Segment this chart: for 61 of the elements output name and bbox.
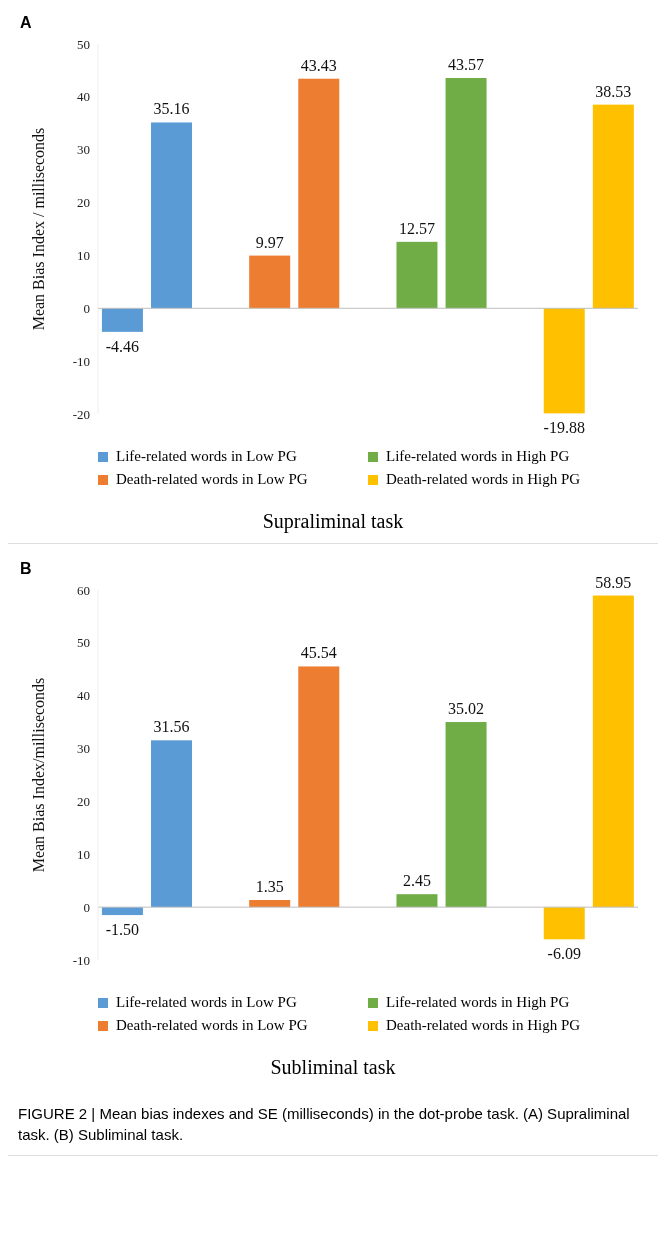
bar [445,722,487,908]
data-label: -6.09 [547,945,581,963]
data-label: 35.16 [153,100,190,118]
bar [592,595,634,908]
y-tick-label: 30 [77,142,90,158]
y-tick-label: 40 [77,89,90,105]
data-label: 43.43 [300,56,337,74]
y-tick-label: 20 [77,195,90,211]
data-label: -4.46 [105,337,140,355]
y-tick-label: -10 [72,353,90,369]
bar [298,78,340,309]
bar [298,666,340,908]
bar [101,308,143,332]
data-label: 45.54 [300,644,337,662]
text: Subliminal task [269,1056,397,1079]
legend-label: Death-related words in High PG [386,1017,581,1034]
data-label: 2.45 [402,872,431,890]
y-tick-label: 10 [77,846,90,862]
legend-label: Life-related words in Low PG [116,448,297,465]
y-axis-title: Mean Bias Index/milliseconds [29,677,47,873]
bar [445,77,487,309]
data-label: 38.53 [595,82,632,100]
bar [543,907,585,940]
bar [151,740,193,908]
data-label: -1.50 [105,921,140,939]
y-tick-label: 10 [77,248,90,264]
legend-label: Life-related words in High PG [386,994,570,1011]
bar [151,122,193,309]
y-tick-label: 40 [77,688,90,704]
data-label: -19.88 [543,419,585,437]
data-label: 35.02 [448,700,485,718]
y-tick-label: 30 [77,741,90,757]
y-tick-label: -10 [72,952,90,968]
legend-label: Death-related words in Low PG [116,471,308,488]
y-tick-label: -20 [72,406,90,422]
data-label: 58.95 [595,573,632,591]
y-tick-label: 0 [83,300,90,316]
bar [543,308,585,414]
y-tick-label: 20 [77,794,90,810]
bar [592,104,634,309]
y-tick-label: 50 [77,635,90,651]
text: B [20,560,32,578]
bar [249,255,291,309]
data-label: 43.57 [448,55,485,73]
y-axis-title: Mean Bias Index / milliseconds [29,127,47,331]
legend-label: Death-related words in High PG [386,471,581,488]
y-tick-label: 60 [77,582,90,598]
y-tick-label: 0 [83,899,90,915]
data-label: 1.35 [255,878,284,896]
text: A [20,14,32,32]
data-label: 12.57 [398,219,435,237]
legend-label: Life-related words in High PG [386,448,570,465]
bar [396,241,438,309]
bar [396,894,438,908]
caption: FIGURE 2 | Mean bias indexes and SE (milliseconds) in the dot-probe task. (A) Supraliminal task. (B) Subliminal task. [17,1104,631,1145]
text: Supraliminal task [261,510,405,533]
legend-label: Death-related words in Low PG [116,1017,308,1034]
data-label: 9.97 [255,233,284,251]
data-label: 31.56 [153,718,190,736]
legend-label: Life-related words in Low PG [116,994,297,1011]
y-tick-label: 50 [77,36,90,52]
